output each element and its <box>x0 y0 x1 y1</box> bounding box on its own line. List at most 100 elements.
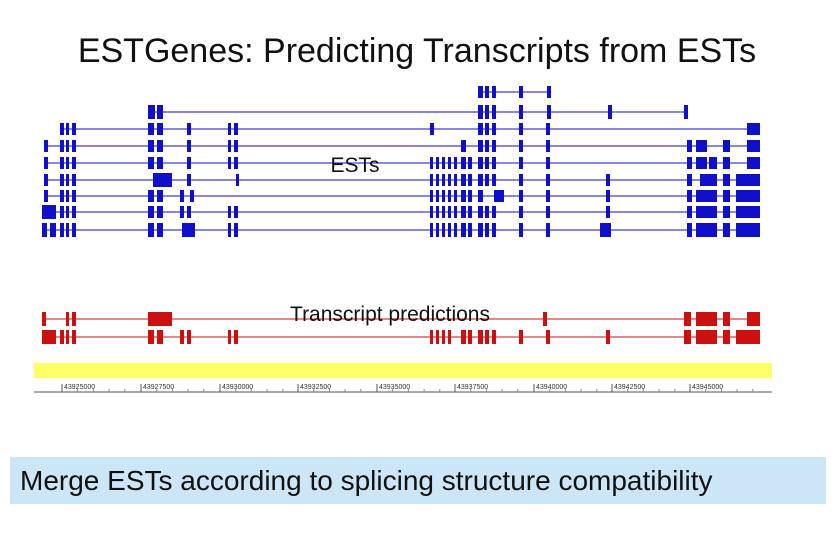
est-exon-block <box>747 223 760 237</box>
prediction-exon-block <box>187 330 191 344</box>
est-exon-block <box>736 206 747 218</box>
est-exon-block <box>492 157 496 169</box>
est-exon-block <box>723 190 730 202</box>
est-exon-block <box>461 140 466 152</box>
est-exon-block <box>687 190 692 202</box>
est-exon-block <box>723 140 730 152</box>
prediction-exon-block <box>148 330 154 344</box>
prediction-exon-block <box>696 330 717 344</box>
est-exon-block <box>234 123 238 135</box>
est-exon-block <box>478 140 483 152</box>
est-exon-block <box>60 140 64 152</box>
est-exon-block <box>430 206 433 218</box>
est-exon-block <box>519 206 523 218</box>
axis-tick-label: 43925000 <box>64 384 95 391</box>
est-exon-block <box>190 190 194 202</box>
est-exon-block <box>492 174 496 186</box>
est-exon-block <box>747 123 760 135</box>
prediction-exon-block <box>66 312 69 326</box>
est-exon-block <box>546 206 550 218</box>
est-exon-block <box>492 206 496 218</box>
slide-title: ESTGenes: Predicting Transcripts from ES… <box>77 32 757 70</box>
est-exon-block <box>492 140 496 152</box>
est-exon-block <box>696 157 707 169</box>
prediction-exon-block <box>606 330 610 344</box>
est-row <box>44 157 760 169</box>
est-exon-block <box>430 223 433 237</box>
est-exon-block <box>436 174 439 186</box>
est-exon-block <box>696 190 717 202</box>
prediction-exon-block <box>485 330 489 344</box>
est-exon-block <box>42 205 56 219</box>
est-exon-block <box>519 190 523 202</box>
est-exon-block <box>687 174 692 186</box>
est-exon-block <box>442 223 445 237</box>
est-exon-block <box>234 223 238 237</box>
est-exon-block <box>72 157 76 169</box>
axis-tick-label: 43935000 <box>379 384 410 391</box>
prediction-exon-block <box>442 330 445 344</box>
prediction-exon-block <box>436 330 439 344</box>
est-exon-block <box>454 157 457 169</box>
est-exon-block <box>519 86 523 98</box>
est-exon-block <box>180 206 184 218</box>
est-exon-block <box>546 140 550 152</box>
est-exon-block <box>478 206 483 218</box>
est-row <box>42 223 760 237</box>
est-exon-block <box>468 190 472 202</box>
axis-tick-label: 43932500 <box>300 384 331 391</box>
est-exon-block <box>44 140 48 152</box>
est-exon-block <box>478 123 483 135</box>
est-exon-block <box>468 206 472 218</box>
est-exon-block <box>519 157 523 169</box>
est-exon-block <box>60 123 64 135</box>
prediction-exon-block <box>66 330 69 344</box>
est-exon-block <box>44 190 48 202</box>
est-exon-block <box>709 157 717 169</box>
prediction-exon-block <box>723 312 730 326</box>
est-exon-block <box>72 190 76 202</box>
est-exon-block <box>687 157 692 169</box>
est-exon-block <box>234 206 238 218</box>
est-exon-block <box>234 140 238 152</box>
est-exon-block <box>448 206 451 218</box>
est-exon-block <box>60 157 64 169</box>
prediction-exon-block <box>72 312 76 326</box>
prediction-exon-block <box>42 312 46 326</box>
est-exon-block <box>485 223 489 237</box>
est-exon-block <box>461 190 466 202</box>
est-exon-block <box>461 157 466 169</box>
est-exon-block <box>478 105 483 119</box>
est-row <box>42 205 760 219</box>
est-exon-block <box>234 157 238 169</box>
est-exon-block <box>66 123 69 135</box>
est-row <box>44 173 760 187</box>
est-exon-block <box>148 223 154 237</box>
est-exon-block <box>44 174 48 186</box>
prediction-exon-block <box>60 330 64 344</box>
caption-text: Merge ESTs according to splicing structu… <box>20 465 713 496</box>
est-exon-block <box>436 223 439 237</box>
est-exon-block <box>72 223 76 237</box>
est-exon-block <box>519 140 523 152</box>
est-exon-block <box>454 174 457 186</box>
est-exon-block <box>478 190 483 202</box>
est-exon-block <box>148 123 154 135</box>
est-exon-block <box>448 157 451 169</box>
est-exon-block <box>187 157 191 169</box>
est-exon-block <box>236 174 239 186</box>
prediction-track <box>42 312 760 344</box>
est-exon-block <box>519 123 523 135</box>
prediction-exon-block <box>478 330 483 344</box>
est-exon-block <box>700 174 717 186</box>
est-exon-block <box>696 223 717 237</box>
est-exon-block <box>519 105 523 119</box>
prediction-exon-block <box>747 330 760 344</box>
est-exon-block <box>430 174 433 186</box>
est-exon-block <box>182 223 195 237</box>
est-exon-block <box>478 174 483 186</box>
est-exon-block <box>492 105 496 119</box>
est-exon-block <box>519 174 523 186</box>
est-exon-block <box>485 206 489 218</box>
